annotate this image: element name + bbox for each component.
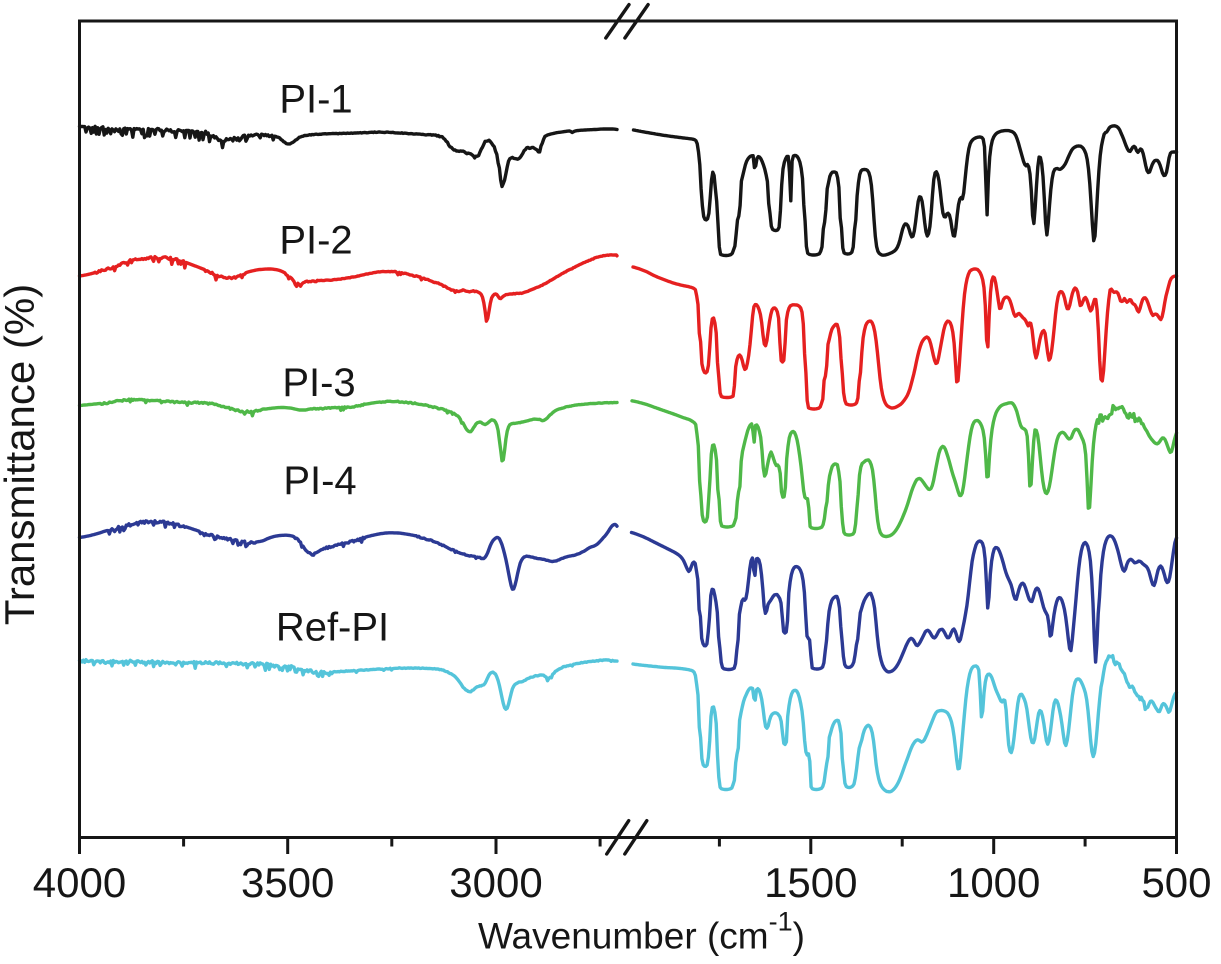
svg-text:Ref-PI: Ref-PI <box>276 606 389 650</box>
svg-text:PI-2: PI-2 <box>279 219 352 263</box>
svg-text:PI-1: PI-1 <box>279 78 352 122</box>
svg-text:PI-3: PI-3 <box>282 361 355 405</box>
svg-text:Transmittance (%): Transmittance (%) <box>0 284 43 626</box>
svg-text:PI-4: PI-4 <box>283 459 356 503</box>
svg-text:3000: 3000 <box>449 859 542 906</box>
svg-text:Wavenumber (cm-1): Wavenumber (cm-1) <box>478 907 805 957</box>
svg-text:1000: 1000 <box>947 859 1040 906</box>
svg-text:1500: 1500 <box>764 859 857 906</box>
svg-text:3500: 3500 <box>241 859 334 906</box>
svg-text:4000: 4000 <box>33 859 126 906</box>
svg-text:500: 500 <box>1141 859 1211 906</box>
